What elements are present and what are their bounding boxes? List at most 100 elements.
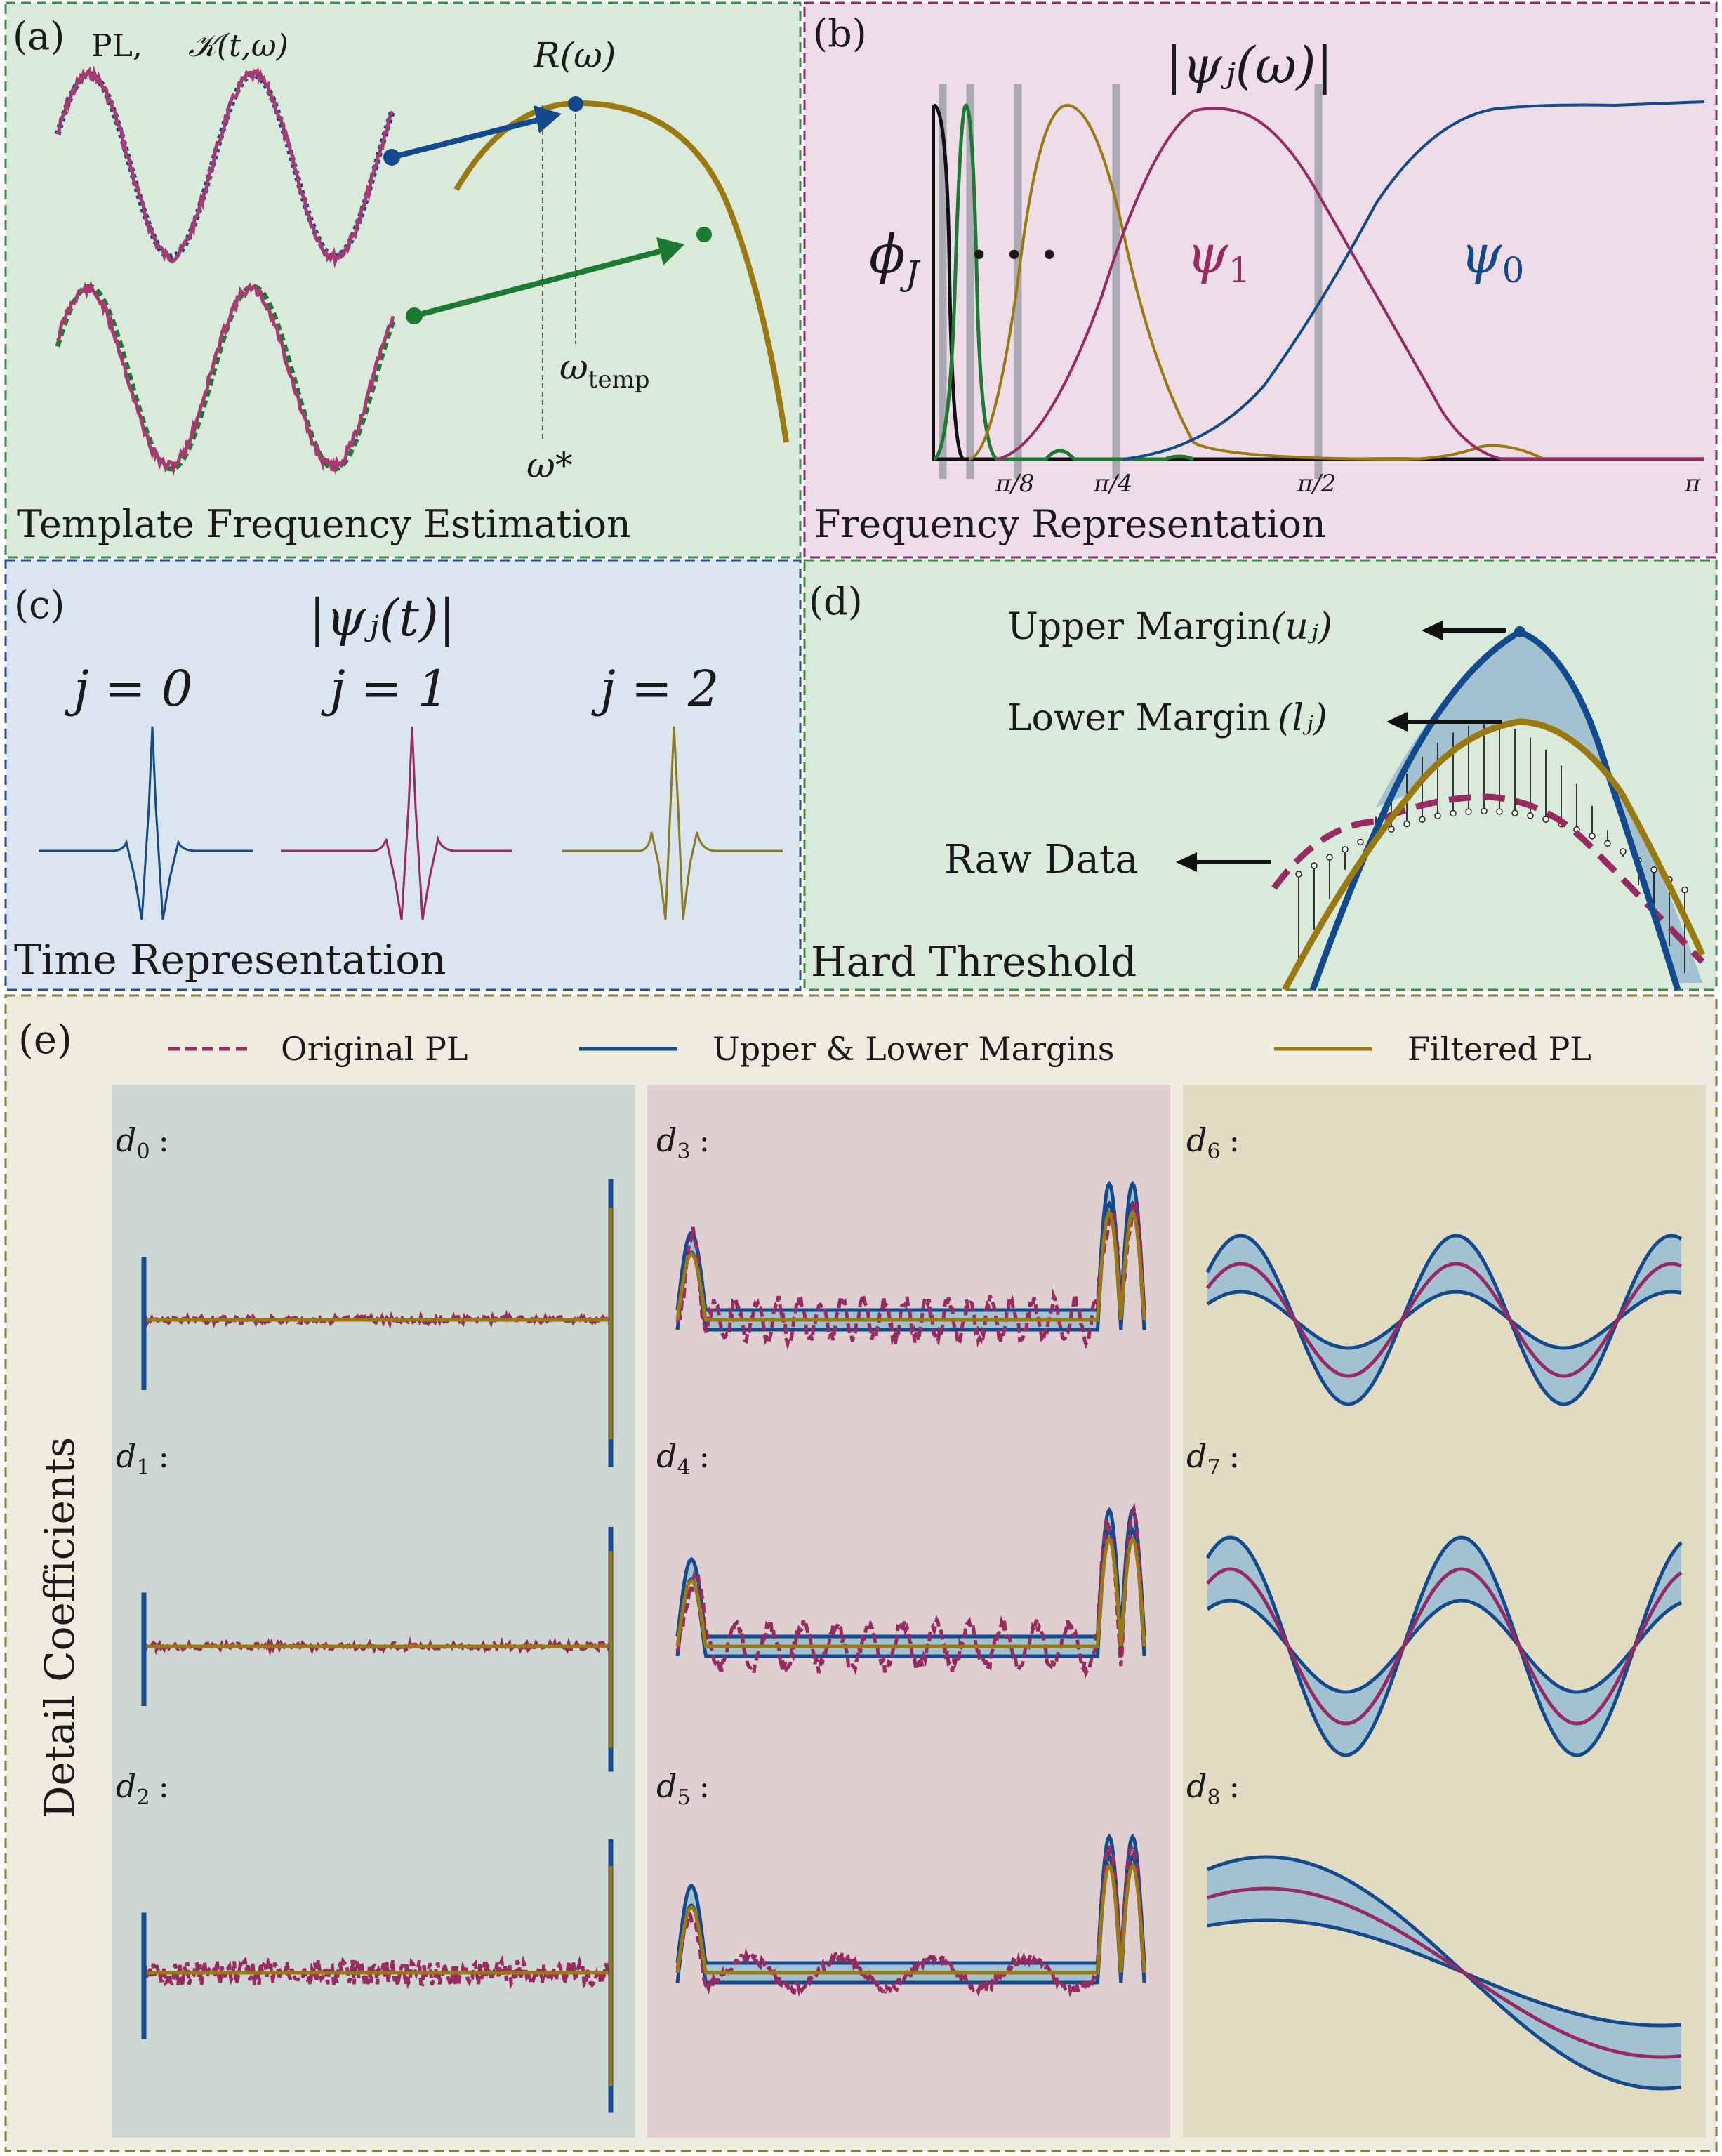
lower-margin-line [1206,1290,1682,1350]
panel-d: (d) Upper Margin(uⱼ) Lower Margin (lⱼ) Ra… [809,579,1706,992]
j0-label: j = 0 [65,660,192,717]
blue-arrow [391,117,541,160]
panel-b-letter: (b) [813,11,867,55]
original-pl-line [1206,1262,1682,1378]
label-d8: d8: [1186,1767,1240,1810]
panel-c-caption: Time Representation [14,936,446,984]
label-d2: d2: [116,1767,169,1810]
pl-label: PL, [91,28,143,64]
omega-temp-label: ωtemp [559,347,650,394]
wavelet-j1 [281,726,512,920]
upper-margin-line [1205,1234,1683,1406]
label-d3: d3: [656,1121,710,1164]
psi-j-green-curve [932,103,1194,461]
raw-sample-dot [1511,809,1518,816]
original-pl-line [1207,1886,1682,2059]
raw-sample-dot [1357,838,1364,846]
green-arrow [413,249,661,319]
label-d0: d0: [116,1121,169,1164]
blue-arrowhead [534,105,562,133]
upper-margin-line [675,1507,1146,1639]
panel-a-caption: Template Frequency Estimation [17,502,631,546]
phi-j-curve [933,103,965,461]
green-dot-curve [696,227,712,242]
tick-pi-2: π/2 [1297,470,1336,498]
raw-sample-dot [1434,812,1441,819]
panel-d-caption: Hard Threshold [811,938,1137,986]
tick-pi: π [1684,470,1701,498]
detail-coefficient-plots [141,1179,1683,2113]
detail-coefficients-label: Detail Coefficients [36,1437,84,1818]
raw-sample-dot [1542,816,1549,823]
pl-wave-noisy-2 [55,280,395,477]
psi-2-curve [968,103,1545,461]
raw-sample-dot [1681,886,1688,894]
panel-a-background [4,1,802,559]
original-pl-line [675,1843,1146,1998]
label-d1: d1: [116,1437,169,1480]
original-pl-line [142,1954,613,1990]
raw-sample-dot [1388,826,1395,833]
psi-omega-title: |ψⱼ(ω)| [1165,36,1333,95]
upper-arrowhead [1422,621,1443,640]
legend-margins: Upper & Lower Margins [713,1030,1114,1068]
raw-arrowhead [1176,852,1197,872]
lower-margin-line [1207,1918,1682,2028]
raw-sample-dot [1311,862,1318,869]
filtered-pl-line [675,1210,1146,1322]
tick-pi-8: π/8 [995,470,1034,498]
raw-sample-dot [1342,846,1349,853]
raw-sample-dot [1450,809,1457,817]
panel-a-letter: (a) [13,14,65,58]
lower-margin-curve [1282,718,1706,992]
legend-filtered: Filtered PL [1408,1030,1591,1068]
omega-star-label: ω* [526,445,573,486]
panel-d-letter: (d) [809,579,863,623]
kernel-label: 𝒦(t,ω) [188,28,289,64]
lower-arrowhead [1386,712,1408,732]
raw-sample-dot [1620,848,1627,855]
panel-a: (a) PL, 𝒦(t,ω) R(ω) ωtemp ω* Template Fr… [13,14,789,546]
green-arrowhead [656,237,684,265]
panel-c-letter: (c) [14,583,65,627]
panel-e: (e) Original PL Upper & Lower Margins Fi… [18,1017,1706,2138]
raw-data-label: Raw Data [944,837,1139,882]
r-omega-curve [453,100,789,443]
wavelet-j0 [39,726,253,920]
panel-c-background [4,559,802,991]
raw-sample-dot [1527,812,1534,819]
r-omega-label: R(ω) [533,35,616,76]
raw-sample-dot [1465,808,1472,815]
raw-sample-dot [1326,854,1333,861]
label-d4: d4: [656,1437,710,1480]
j1-label: j = 1 [321,660,449,717]
raw-sample-dot [1496,808,1503,815]
legend-original: Original PL [281,1030,468,1068]
original-pl-line [1206,1567,1683,1726]
raw-data-curve [1271,793,1705,965]
label-d5: d5: [656,1767,710,1810]
psi-1-label: ψ1 [1186,223,1250,291]
original-pl-line [675,1502,1146,1680]
lower-margin-label: Lower Margin (lⱼ) [1007,697,1327,739]
pl-wave-green [55,284,396,472]
panel-d-background [803,559,1718,991]
raw-sample-dot [1403,820,1410,828]
raw-sample-dot [1295,871,1302,878]
raw-sample-dot [1589,833,1596,840]
label-d7: d7: [1186,1437,1240,1480]
panel-b-caption: Frequency Representation [814,502,1326,546]
filtered-pl-line [675,1536,1146,1648]
raw-sample-dot [1419,816,1426,823]
ellipsis: . . . [970,211,1058,270]
tick-pi-4: π/4 [1093,470,1132,498]
green-dot-start [406,307,423,324]
psi-0-curve [1122,100,1705,461]
pl-wave-noisy-1 [55,65,394,269]
raw-sample-dot [1481,807,1488,815]
upper-margin-label: Upper Margin(uⱼ) [1007,606,1332,648]
psi-t-title: |ψⱼ(t)| [309,588,456,647]
upper-margin-line [1207,1855,1682,2091]
psi-1-curve [996,107,1704,461]
upper-peak-dot [1514,626,1525,637]
